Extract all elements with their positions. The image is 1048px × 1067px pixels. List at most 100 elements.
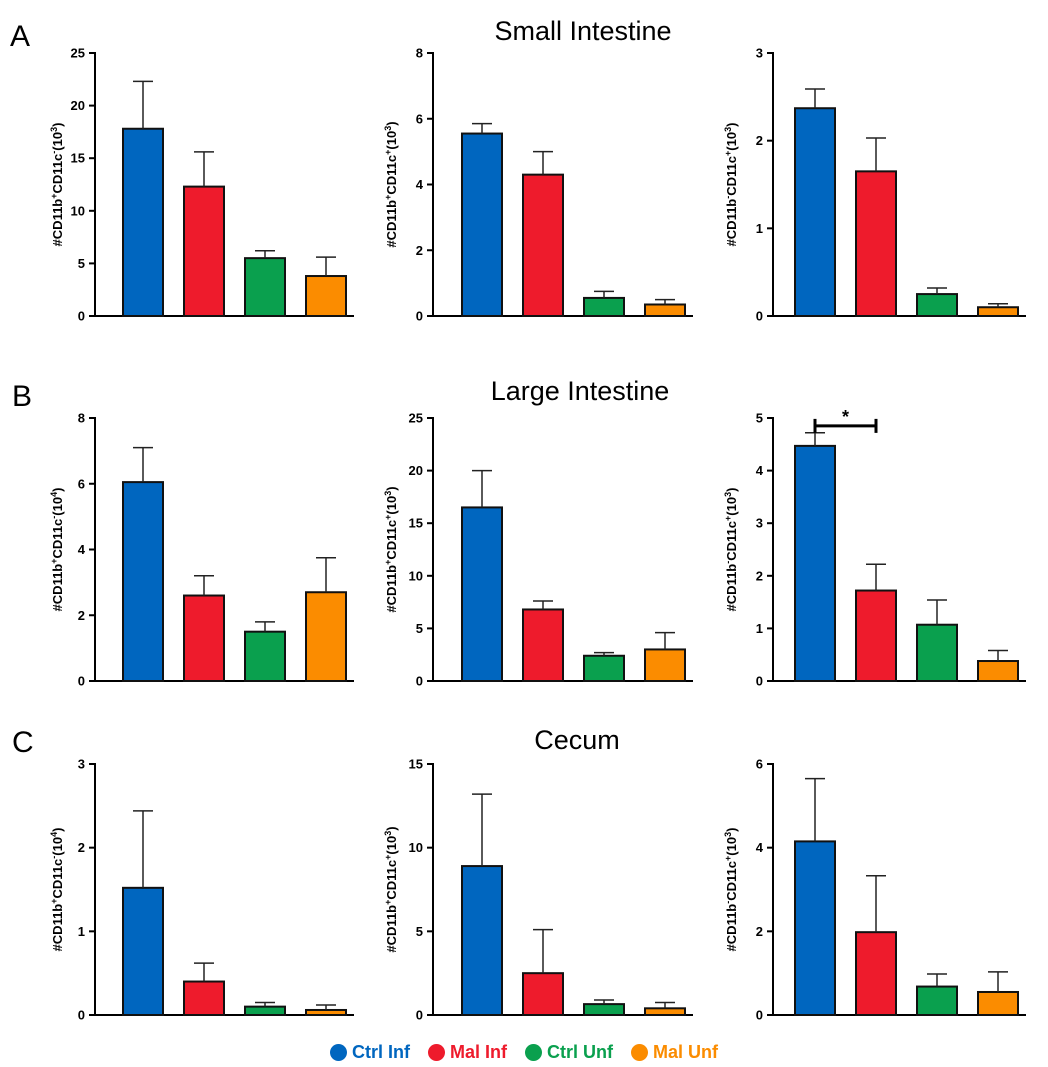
- y-tick-label: 5: [756, 411, 763, 426]
- y-axis-label: #CD11b-CD11c+(103): [723, 828, 739, 952]
- chart-b-2: 0 5 10 15 20 25 #CD11b+CD11c+(103): [383, 411, 693, 689]
- y-tick-label: 1: [756, 621, 763, 636]
- y-tick-label: 0: [756, 1008, 763, 1023]
- y-tick-label: 0: [416, 309, 423, 324]
- y-tick-label: 2: [756, 568, 763, 583]
- chart-b-1: 0 2 4 6 8 #CD11b+CD11c-(104): [49, 411, 354, 689]
- bar-mal-unf: [977, 306, 1019, 318]
- row-title-large-intestine: Large Intestine: [491, 376, 670, 406]
- y-tick-label: 2: [78, 608, 85, 623]
- y-tick-label: 20: [409, 463, 423, 478]
- y-axis-label: #CD11b+CD11c+(103): [383, 121, 399, 247]
- chart-c-1: 0 1 2 3 #CD11b+CD11c-(104): [49, 757, 354, 1023]
- y-tick-label: 2: [416, 243, 423, 258]
- y-tick-label: 6: [756, 757, 763, 772]
- bar-ctrl-inf: [461, 506, 503, 683]
- legend-item-ctrl-unf: Ctrl Unf: [525, 1042, 613, 1063]
- y-tick-label: 8: [416, 46, 423, 61]
- legend: Ctrl Inf Mal Inf Ctrl Unf Mal Unf: [0, 1040, 1048, 1064]
- y-axis-label: #CD11b-CD11c+(103): [723, 488, 739, 612]
- legend-label: Ctrl Inf: [352, 1041, 410, 1062]
- panel-letter-c: C: [12, 726, 34, 759]
- y-axis-label: #CD11b+CD11c+(103): [383, 826, 399, 952]
- y-tick-label: 25: [409, 411, 423, 426]
- bar-mal-inf: [183, 594, 225, 683]
- bar-ctrl-unf: [583, 296, 625, 318]
- y-tick-label: 10: [409, 840, 423, 855]
- bar-ctrl-inf: [122, 886, 164, 1016]
- y-tick-label: 1: [756, 221, 763, 236]
- y-tick-label: 10: [71, 203, 85, 218]
- bar-ctrl-unf: [244, 257, 286, 318]
- y-tick-label: 2: [756, 133, 763, 148]
- bar-mal-unf: [305, 591, 347, 682]
- bar-mal-inf: [855, 589, 897, 683]
- y-tick-label: 0: [416, 674, 423, 689]
- y-tick-label: 15: [409, 757, 423, 772]
- y-tick-label: 3: [756, 516, 763, 531]
- chart-a-3: 0 1 2 3 #CD11b-CD11c+(103): [723, 46, 1026, 324]
- panel-letter-a: A: [10, 20, 30, 53]
- bar-ctrl-unf: [916, 985, 958, 1017]
- y-tick-label: 10: [409, 568, 423, 583]
- y-tick-label: 4: [756, 463, 764, 478]
- bar-ctrl-unf: [583, 1003, 625, 1017]
- y-tick-label: 15: [71, 151, 85, 166]
- bar-ctrl-unf: [583, 654, 625, 683]
- legend-label: Mal Inf: [450, 1041, 507, 1062]
- bar-mal-unf: [977, 660, 1019, 683]
- legend-item-ctrl-inf: Ctrl Inf: [330, 1042, 410, 1063]
- y-tick-label: 15: [409, 516, 423, 531]
- bar-mal-unf: [977, 990, 1019, 1016]
- y-tick-label: 3: [756, 46, 763, 61]
- y-axis-label: #CD11b+CD11c-(104): [49, 828, 65, 952]
- bar-mal-inf: [183, 980, 225, 1016]
- legend-dot-icon: [330, 1043, 347, 1061]
- y-tick-label: 2: [756, 924, 763, 939]
- significance-marker: *: [842, 407, 849, 427]
- chart-c-2: 0 5 10 15 #CD11b+CD11c+(103): [383, 757, 693, 1023]
- chart-a-1: 0 5 10 15 20 25 #CD11b+CD11c-(103): [49, 46, 354, 324]
- panel-letter-b: B: [12, 380, 32, 413]
- y-tick-label: 1: [78, 924, 85, 939]
- bar-mal-inf: [183, 185, 225, 317]
- chart-b-3: 0 1 2 3 4 5 #CD11b-CD11c+(103) *: [723, 407, 1026, 689]
- y-tick-label: 4: [78, 542, 86, 557]
- legend-dot-icon: [631, 1043, 648, 1061]
- bar-ctrl-inf: [794, 107, 836, 318]
- y-tick-label: 25: [71, 46, 85, 61]
- bar-mal-unf: [644, 648, 686, 683]
- y-tick-label: 6: [416, 111, 423, 126]
- bar-mal-unf: [644, 1007, 686, 1016]
- bar-ctrl-unf: [244, 1005, 286, 1017]
- y-axis-label: #CD11b-CD11c+(103): [723, 123, 739, 247]
- legend-item-mal-inf: Mal Inf: [428, 1042, 507, 1063]
- legend-dot-icon: [525, 1043, 542, 1061]
- y-tick-label: 6: [78, 476, 85, 491]
- y-tick-label: 0: [78, 1008, 85, 1023]
- y-axis-label: #CD11b+CD11c-(103): [49, 123, 65, 247]
- legend-label: Mal Unf: [653, 1041, 718, 1062]
- bar-mal-unf: [644, 303, 686, 317]
- bar-ctrl-inf: [122, 127, 164, 317]
- row-title-cecum: Cecum: [534, 725, 620, 755]
- y-tick-label: 4: [416, 177, 424, 192]
- bar-ctrl-inf: [794, 444, 836, 682]
- y-tick-label: 0: [756, 309, 763, 324]
- charts-group: 0510152025#CD11b+CD11c-(103)02468#CD11b+…: [49, 46, 1026, 1023]
- bar-ctrl-inf: [122, 481, 164, 683]
- figure-canvas: A B C Small Intestine Large Intestine Ce…: [10, 16, 1026, 1023]
- y-tick-label: 4: [756, 840, 764, 855]
- y-tick-label: 5: [416, 924, 423, 939]
- y-tick-label: 0: [78, 309, 85, 324]
- y-tick-label: 0: [756, 674, 763, 689]
- y-axis-label: #CD11b+CD11c+(103): [383, 486, 399, 612]
- y-axis-label: #CD11b+CD11c-(104): [49, 488, 65, 612]
- legend-item-mal-unf: Mal Unf: [631, 1042, 718, 1063]
- legend-dot-icon: [428, 1043, 445, 1061]
- bar-mal-unf: [305, 1008, 347, 1016]
- legend-label: Ctrl Unf: [547, 1041, 613, 1062]
- bar-ctrl-inf: [794, 840, 836, 1016]
- row-title-small-intestine: Small Intestine: [494, 16, 671, 46]
- y-tick-label: 5: [78, 256, 85, 271]
